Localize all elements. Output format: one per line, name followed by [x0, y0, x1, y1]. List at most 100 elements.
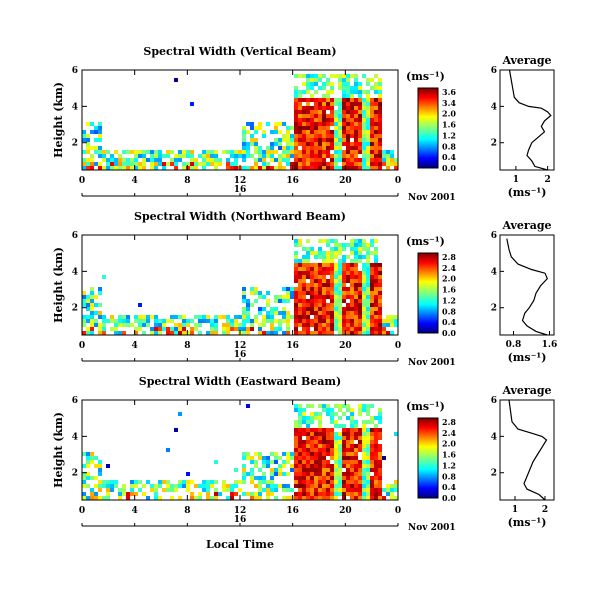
heatmap-cell [214, 323, 218, 327]
heatmap-cell [374, 106, 378, 110]
heatmap-cell [306, 102, 310, 106]
heatmap-cell [358, 448, 362, 452]
heatmap-cell [362, 283, 366, 287]
heatmap-cell [202, 315, 206, 319]
heatmap-cell [318, 488, 322, 492]
heatmap-cell [298, 154, 302, 158]
heatmap-cell [90, 162, 94, 166]
heatmap-cell [294, 146, 298, 150]
heatmap-cell [342, 102, 346, 106]
colorbar-tick-label: 2.4 [442, 428, 456, 438]
profile-y-ticks: 246 [491, 396, 504, 479]
heatmap-cell [330, 130, 334, 134]
heatmap-cell [310, 428, 314, 432]
heatmap-cell [378, 476, 382, 480]
heatmap-cell [282, 496, 286, 500]
heatmap-cell [306, 315, 310, 319]
colorbar-tick-label: 0.4 [442, 317, 456, 327]
heatmap-cell [390, 319, 394, 323]
heatmap-cell [330, 416, 334, 420]
heatmap-cell [306, 456, 310, 460]
heatmap-cell [362, 138, 366, 142]
heatmap-cell [318, 106, 322, 110]
heatmap-cell [194, 158, 198, 162]
heatmap-cell [302, 247, 306, 251]
heatmap-cell [334, 319, 338, 323]
heatmap-cell [154, 496, 158, 500]
heatmap-cell [146, 158, 150, 162]
heatmap-cell [334, 98, 338, 102]
heatmap-cell [194, 327, 198, 331]
heatmap-cell [206, 162, 210, 166]
heatmap-cell [338, 456, 342, 460]
heatmap-cell [330, 74, 334, 78]
heatmap-cell [346, 295, 350, 299]
heatmap-cell [334, 267, 338, 271]
heatmap-cell [362, 118, 366, 122]
heatmap-cell [314, 130, 318, 134]
heatmap-cell [370, 456, 374, 460]
heatmap-cell [378, 480, 382, 484]
heatmap-cell [342, 327, 346, 331]
heatmap-cell [258, 480, 262, 484]
heatmap-cell [322, 303, 326, 307]
heatmap-cell [338, 110, 342, 114]
heatmap-cell [350, 279, 354, 283]
heatmap-cell [346, 267, 350, 271]
heatmap-cell [362, 243, 366, 247]
heatmap-cell [326, 476, 330, 480]
heatmap-cell [254, 476, 258, 480]
heatmap-cell [346, 444, 350, 448]
heatmap-cell [310, 484, 314, 488]
heatmap-cell [270, 315, 274, 319]
heatmap-cell [350, 440, 354, 444]
heatmap-cell [158, 154, 162, 158]
heatmap-cell [178, 323, 182, 327]
heatmap-cell [342, 283, 346, 287]
heatmap [82, 74, 398, 170]
heatmap-cell [330, 90, 334, 94]
heatmap-cell [86, 295, 90, 299]
heatmap-cell [250, 472, 254, 476]
heatmap-cell [258, 496, 262, 500]
heatmap-cell [254, 496, 258, 500]
heatmap-cell [386, 154, 390, 158]
heatmap-cell [346, 303, 350, 307]
heatmap-cell [378, 420, 382, 424]
heatmap-cell [342, 166, 346, 170]
heatmap-cell [282, 315, 286, 319]
heatmap [82, 239, 398, 335]
heatmap-cell [306, 98, 310, 102]
heatmap-cell [338, 106, 342, 110]
heatmap-cell [226, 150, 230, 154]
heatmap-cell [258, 456, 262, 460]
heatmap-cell [338, 468, 342, 472]
heatmap-cell [366, 158, 370, 162]
heatmap-cell [290, 287, 294, 291]
heatmap-cell [102, 154, 106, 158]
heatmap-cell [322, 150, 326, 154]
heatmap-cell [206, 480, 210, 484]
heatmap-cell [306, 444, 310, 448]
heatmap-cell [374, 255, 378, 259]
heatmap-cell [94, 464, 98, 468]
heatmap-cell [94, 323, 98, 327]
heatmap-cell [310, 162, 314, 166]
heatmap-cell [358, 275, 362, 279]
heatmap-cell [354, 319, 358, 323]
heatmap-cell [286, 162, 290, 166]
heatmap-cell [358, 82, 362, 86]
heatmap-cell [362, 432, 366, 436]
heatmap-cell [354, 82, 358, 86]
heatmap-cell [362, 287, 366, 291]
heatmap-cell [350, 327, 354, 331]
heatmap-cell [166, 331, 170, 335]
heatmap-cell [354, 239, 358, 243]
heatmap-cell [350, 456, 354, 460]
heatmap-cell [330, 138, 334, 142]
heatmap-cell [350, 432, 354, 436]
heatmap-cell [374, 138, 378, 142]
heatmap-cell [358, 492, 362, 496]
heatmap-cell [358, 162, 362, 166]
